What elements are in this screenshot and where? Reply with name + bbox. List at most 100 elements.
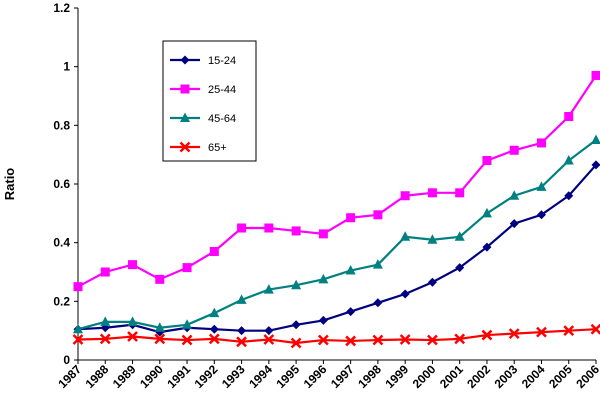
data-point-25-44 [591, 70, 600, 80]
x-tick-label: 2000 [410, 362, 439, 391]
data-point-15-24 [536, 210, 546, 220]
data-point-65 [127, 331, 138, 342]
data-point-45-64 [345, 265, 356, 275]
data-point-15-24 [264, 326, 274, 336]
x-tick-label: 1990 [137, 362, 166, 391]
x-tick-label: 1988 [83, 362, 112, 391]
legend: 15-24 25-44 45-64 65+ [162, 40, 257, 162]
x-tick-label: 1995 [273, 362, 302, 391]
data-point-25-44 [318, 229, 328, 239]
x-tick-label: 2002 [464, 362, 493, 391]
x-tick-label: 1991 [164, 362, 193, 391]
data-point-45-64 [236, 294, 247, 304]
y-tick-label: 0 [63, 353, 70, 367]
data-point-65 [427, 334, 438, 346]
data-point-15-24 [591, 160, 600, 170]
data-point-25-44 [100, 267, 110, 277]
series-layer [72, 70, 600, 349]
x-tick-label: 1999 [382, 362, 411, 391]
data-point-45-64 [372, 259, 383, 269]
x-tick-label: 1993 [219, 362, 248, 391]
data-point-65 [208, 333, 220, 345]
data-point-15-24 [237, 326, 247, 336]
series-25-44 [73, 70, 600, 292]
legend-label: 45-64 [208, 113, 236, 125]
y-tick-label: 1 [63, 60, 70, 74]
data-point-15-24 [482, 242, 492, 252]
legend-swatch-marker [180, 55, 190, 65]
data-point-25-44 [155, 274, 165, 284]
legend-item-15-24: 15-24 [170, 55, 236, 67]
data-point-45-64 [263, 284, 274, 294]
legend-swatch-marker [180, 112, 190, 122]
data-point-15-24 [291, 320, 301, 330]
x-tick-label: 1996 [301, 362, 330, 391]
legend-item-25-44: 25-44 [170, 84, 236, 96]
data-point-25-44 [427, 188, 437, 198]
data-point-25-44 [509, 145, 519, 155]
data-point-45-64 [73, 323, 83, 334]
series-line-65 [77, 328, 597, 345]
x-tick-label: 2004 [519, 362, 548, 391]
data-point-25-44 [182, 263, 192, 273]
data-point-45-64 [100, 316, 111, 326]
data-point-25-44 [237, 223, 247, 233]
data-point-45-64 [400, 231, 411, 241]
data-point-25-44 [128, 260, 138, 270]
legend-label: 15-24 [208, 55, 236, 67]
data-point-45-64 [591, 134, 600, 144]
x-tick-label: 2005 [546, 362, 575, 391]
legend-label: 25-44 [208, 84, 236, 96]
data-point-15-24 [455, 263, 465, 273]
data-point-65 [590, 323, 600, 335]
series-45-64 [73, 134, 600, 334]
data-point-65 [372, 334, 384, 346]
data-point-45-64 [427, 234, 438, 244]
data-point-65 [99, 333, 111, 345]
legend-swatch-marker [180, 84, 190, 94]
data-point-25-44 [346, 213, 356, 223]
data-point-65 [454, 333, 466, 345]
data-point-15-24 [209, 324, 219, 334]
legend-swatch-marker [179, 141, 191, 153]
x-tick-label: 1997 [328, 362, 357, 391]
data-point-15-24 [346, 307, 356, 317]
x-tick-label: 2001 [437, 362, 466, 391]
legend-item-45-64: 45-64 [170, 112, 236, 125]
data-point-45-64 [454, 231, 465, 241]
data-point-25-44 [264, 223, 274, 233]
y-tick-label: 0.6 [53, 177, 70, 191]
data-point-25-44 [373, 210, 383, 220]
data-point-65 [154, 333, 166, 345]
data-point-45-64 [509, 190, 520, 200]
data-point-65 [317, 334, 329, 346]
series-line-25-44 [77, 74, 597, 288]
data-point-15-24 [318, 315, 328, 325]
data-point-45-64 [481, 207, 492, 218]
data-point-15-24 [427, 277, 437, 287]
data-point-45-64 [536, 181, 547, 191]
y-axis-title: Ratio [2, 168, 17, 201]
data-point-65 [563, 325, 575, 337]
data-point-65 [290, 337, 302, 349]
series-65 [72, 323, 600, 349]
data-point-65 [72, 334, 84, 345]
x-axis: 1987198819891990199119921993199419951996… [55, 359, 600, 391]
series-line-45-64 [77, 139, 597, 331]
x-tick-label: 1994 [246, 362, 275, 391]
x-tick-label: 1989 [110, 362, 139, 391]
data-point-25-44 [536, 138, 546, 148]
data-point-65 [399, 334, 411, 345]
y-tick-label: 0.4 [53, 236, 70, 250]
x-tick-label: 1992 [192, 362, 221, 391]
data-point-15-24 [509, 219, 519, 229]
data-point-45-64 [291, 279, 302, 290]
data-point-15-24 [564, 191, 574, 201]
data-point-65 [536, 326, 547, 338]
data-point-25-44 [564, 112, 574, 122]
data-point-15-24 [400, 289, 410, 299]
data-point-65 [481, 329, 493, 341]
y-tick-label: 0.8 [53, 118, 70, 132]
y-axis: 0 0.2 0.4 0.6 0.8 1 1.2 [53, 1, 79, 367]
